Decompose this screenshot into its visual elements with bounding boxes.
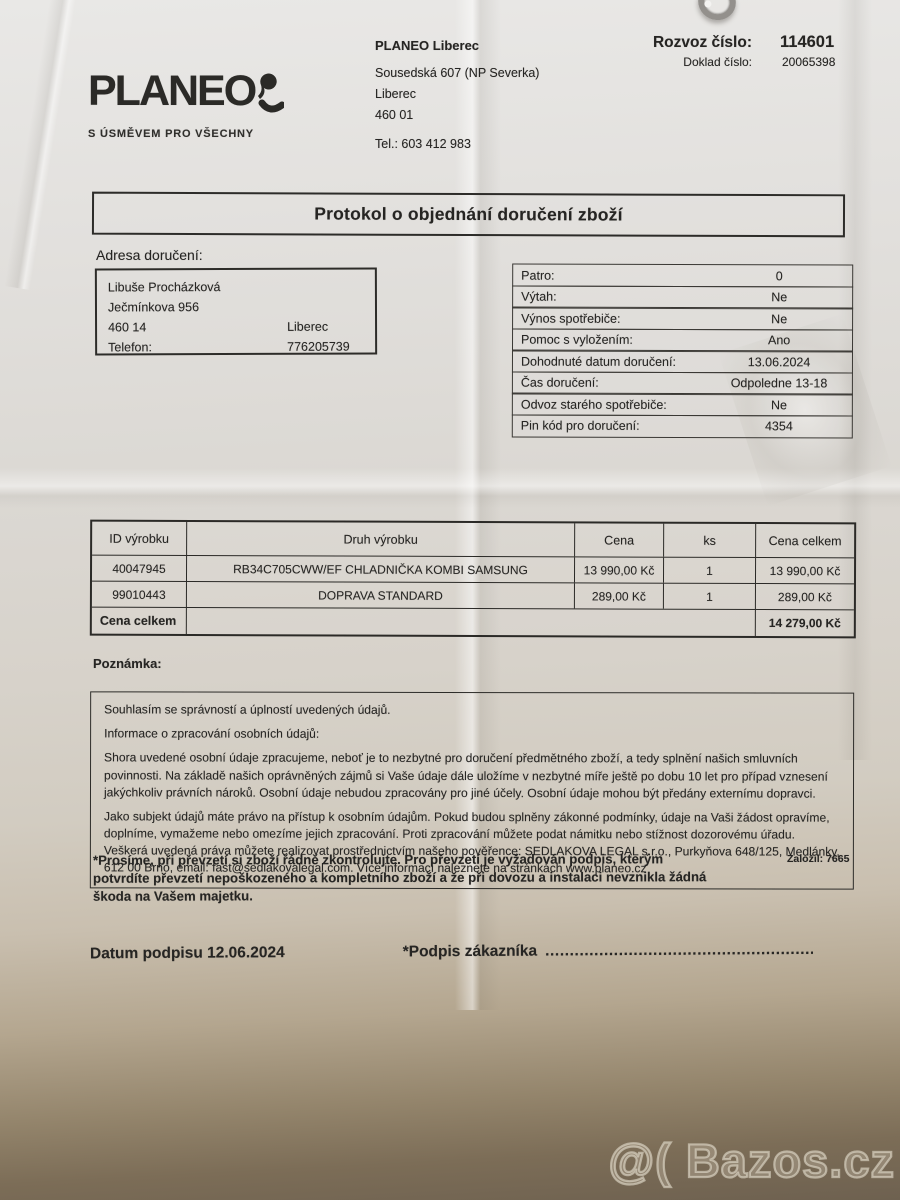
consent-statement: Souhlasím se správností a úplností uvede… [104,702,391,717]
table-row: Pin kód pro doručení: 4354 [511,414,853,438]
item-description: DOPRAVA STANDARD [186,582,575,609]
col-header-id: ID výrobku [92,521,188,556]
item-total: 289,00 Kč [777,589,832,604]
sender-street: Sousedská 607 (NP Severka) [375,66,540,80]
table-row: Pomoc s vyložením: Ano [511,328,854,352]
items-table-header: ID výrobku Druh výrobku Cena ks Cena cel… [92,521,854,558]
rozvoz-number-value: 114601 [780,33,835,51]
info-label: Čas doručení: [520,375,599,390]
bazos-watermark: @( Bazos.cz [607,1133,895,1188]
planeo-logo: PLANEO S ÚSMĚVEM PRO VŠECHNY [88,67,286,140]
gdpr-heading: Informace o zpracování osobních údajů: [104,726,320,741]
item-total: 13 990,00 Kč [769,563,841,578]
item-qty: 1 [663,583,756,609]
metal-ring-icon [692,0,742,27]
info-value: Ano [767,333,791,348]
item-qty: 1 [663,557,757,583]
sender-zip: 460 01 [375,108,414,122]
recipient-city-phone-column: Liberec 776205739 [287,317,350,357]
info-label: Výnos spotřebiče: [521,311,621,326]
rozvoz-number-label: Rozvoz číslo: [652,34,752,51]
info-value: 13.06.2024 [747,354,811,369]
col-header-type: Druh výrobku [187,522,576,557]
signature-date: Datum podpisu 12.06.2024 [89,944,285,963]
recipient-phone: 776205739 [287,339,350,354]
info-value: Ne [770,397,787,412]
info-label: Pomoc s vyložením: [521,332,633,347]
info-value: Odpoledne 13-18 [730,376,828,391]
table-row: Patro: 0 [512,263,854,288]
doklad-number-value: 20065398 [782,55,836,69]
paper-crease-topleft [4,0,82,291]
item-id: 40047945 [91,555,188,582]
total-value: 14 279,00 Kč [768,616,841,631]
item-description: RB34C705CWW/EF CHLADNIČKA KOMBI SAMSUNG [186,556,576,583]
table-row: 40047945 RB34C705CWW/EF CHLADNIČKA KOMBI… [91,554,855,584]
info-value: 0 [775,268,783,283]
planeo-logo-text: PLANEO [88,67,257,115]
document-title-box: Protokol o objednání doručení zboží [91,191,846,238]
recipient-city: Liberec [287,319,329,334]
planeo-tagline: S ÚSMĚVEM PRO VŠECHNY [88,128,254,140]
item-price: 289,00 Kč [574,583,664,609]
doklad-number-label: Doklad číslo: [683,55,752,69]
planeo-smile-swoosh-icon [258,72,286,123]
reference-numbers: Rozvoz číslo: 114601 Doklad číslo: 20065… [622,33,854,69]
sender-city: Liberec [375,87,416,101]
inspection-warning: *Prosíme, při převzetí si zboží řádně zk… [92,851,707,904]
signature-row: Datum podpisu 12.06.2024 *Podpis zákazní… [90,941,848,964]
info-value: Ne [771,290,788,305]
founder-id: Založil: 7665 [787,853,850,865]
item-id: 99010443 [91,581,187,608]
delivery-address-box: Libuše Procházková Ječmínkova 956 460 14… [94,267,378,357]
col-header-price: Cena [575,523,665,557]
document-title: Protokol o objednání doručení zboží [314,203,623,225]
customer-signature-label: *Podpis zákazníka [402,942,538,961]
table-row: Čas doručení: Odpoledne 13-18 [511,371,853,395]
sender-name: PLANEO Liberec [375,38,480,53]
table-row: Dohodnuté datum doručení: 13.06.2024 [511,349,854,374]
delivery-info-table: Patro: 0 Výtah: Ne Výnos spotřebiče: Ne Pom… [511,263,854,438]
signature-dotted-line: ........................................… [545,940,814,960]
col-header-qty: ks [664,523,757,557]
info-label: Dohodnuté datum doručení: [520,354,676,369]
item-price: 13 990,00 Kč [574,557,665,583]
table-row: 99010443 DOPRAVA STANDARD 289,00 Kč 1 28… [91,580,854,610]
items-table: ID výrobku Druh výrobku Cena ks Cena cel… [89,519,857,639]
sender-phone: Tel.: 603 412 983 [375,137,471,151]
info-label: Odvoz starého spotřebiče: [520,397,667,412]
delivery-address-section-label: Adresa doručení: [96,247,203,263]
col-header-total: Cena celkem [768,533,842,548]
total-spacer [186,608,756,636]
note-label: Poznámka: [93,656,162,671]
info-value: 4354 [764,419,793,434]
table-row: Odvoz starého spotřebiče: Ne [511,392,853,417]
items-table-total-row: Cena celkem 14 279,00 Kč [91,606,854,637]
table-row: Výtah: Ne [512,285,854,309]
info-label: Výtah: [521,289,557,304]
table-row: Výnos spotřebiče: Ne [512,306,854,331]
gdpr-paragraph-1: Shora uvedené osobní údaje zpracujeme, n… [103,750,828,801]
recipient-street: Ječmínkova 956 [107,300,200,315]
sender-block: PLANEO Liberec Sousedská 607 (NP Severka… [375,38,539,155]
info-label: Pin kód pro doručení: [520,418,640,433]
info-label: Patro: [521,268,555,283]
info-value: Ne [771,311,788,326]
recipient-name: Libuše Procházková [107,280,221,295]
paper-fold-horizontal [0,468,900,508]
total-label: Cena celkem [91,607,187,635]
